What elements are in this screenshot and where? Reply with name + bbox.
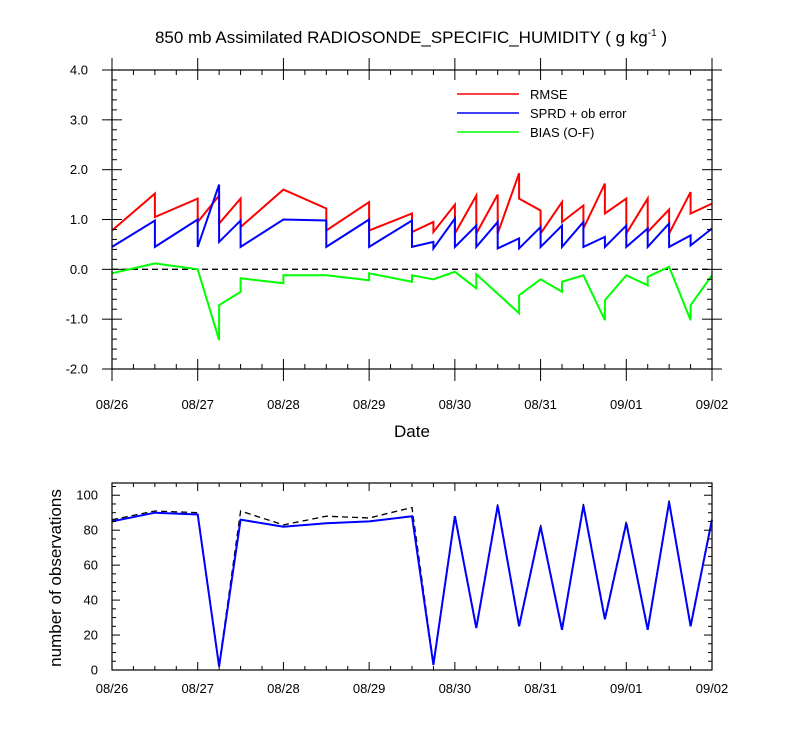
- y-tick-label: 2.0: [70, 162, 88, 177]
- top-series-layer: [111, 172, 713, 341]
- x-tick-label: 08/31: [524, 397, 557, 412]
- y-tick-label: 4.0: [70, 63, 88, 78]
- bottom-chart: 08/26 08/27 08/28 08/29 08/30 08/31 09/01 09/02…: [46, 482, 729, 696]
- x-tick-label: 08/31: [524, 681, 557, 696]
- y-tick-label: 3.0: [70, 112, 88, 127]
- chart-title-main: 850 mb Assimilated RADIOSONDE_SPECIFIC_H…: [155, 28, 648, 47]
- series-line-sprd-ob-error: [111, 184, 713, 252]
- y-tick-label: 0: [91, 663, 98, 678]
- series-line-bias-o-f: [111, 262, 713, 341]
- x-tick-label: 08/30: [439, 397, 472, 412]
- x-tick-label: 08/26: [96, 681, 129, 696]
- x-tick-label: 08/28: [267, 397, 300, 412]
- chart-title-superscript: -1: [648, 28, 657, 39]
- y-tick-label: 80: [84, 523, 98, 538]
- y-tick-label: 100: [76, 488, 98, 503]
- y-tick-label: 40: [84, 593, 98, 608]
- bottom-axes-layer: 08/26 08/27 08/28 08/29 08/30 08/31 09/01 09/02…: [76, 482, 729, 696]
- y-tick-label: -1.0: [66, 312, 88, 327]
- x-tick-label: 08/29: [353, 681, 386, 696]
- top-axes-layer: 08/26 08/27 08/28 08/29 08/30 08/31 09/01 09/02…: [66, 58, 729, 412]
- x-tick-label: 08/27: [181, 397, 214, 412]
- y-tick-label: 0.0: [70, 262, 88, 277]
- x-tick-label: 09/01: [610, 397, 643, 412]
- y-tick-label: 60: [84, 558, 98, 573]
- legend-label: RMSE: [530, 87, 568, 102]
- y-tick-label: 20: [84, 628, 98, 643]
- x-tick-label: 09/02: [696, 681, 729, 696]
- bottom-series-layer: [111, 500, 713, 667]
- y-tick-label: -2.0: [66, 362, 88, 377]
- series-line-series-1: [111, 500, 713, 665]
- top-chart: 850 mb Assimilated RADIOSONDE_SPECIFIC_H…: [66, 28, 729, 441]
- x-tick-label: 09/01: [610, 681, 643, 696]
- x-axis-label: Date: [394, 422, 430, 441]
- chart-title-suffix: ): [657, 28, 667, 47]
- x-tick-label: 09/02: [696, 397, 729, 412]
- x-tick-label: 08/28: [267, 681, 300, 696]
- series-line-series-2: [111, 502, 713, 667]
- chart-title: 850 mb Assimilated RADIOSONDE_SPECIFIC_H…: [155, 28, 667, 47]
- x-tick-label: 08/30: [439, 681, 472, 696]
- x-tick-label: 08/29: [353, 397, 386, 412]
- legend-label: SPRD + ob error: [530, 106, 627, 121]
- legend-label: BIAS (O-F): [530, 125, 594, 140]
- y-tick-label: 1.0: [70, 212, 88, 227]
- y-axis-label: number of observations: [46, 489, 65, 667]
- x-tick-label: 08/27: [181, 681, 214, 696]
- x-tick-label: 08/26: [96, 397, 129, 412]
- legend: RMSE SPRD + ob error BIAS (O-F): [457, 87, 627, 140]
